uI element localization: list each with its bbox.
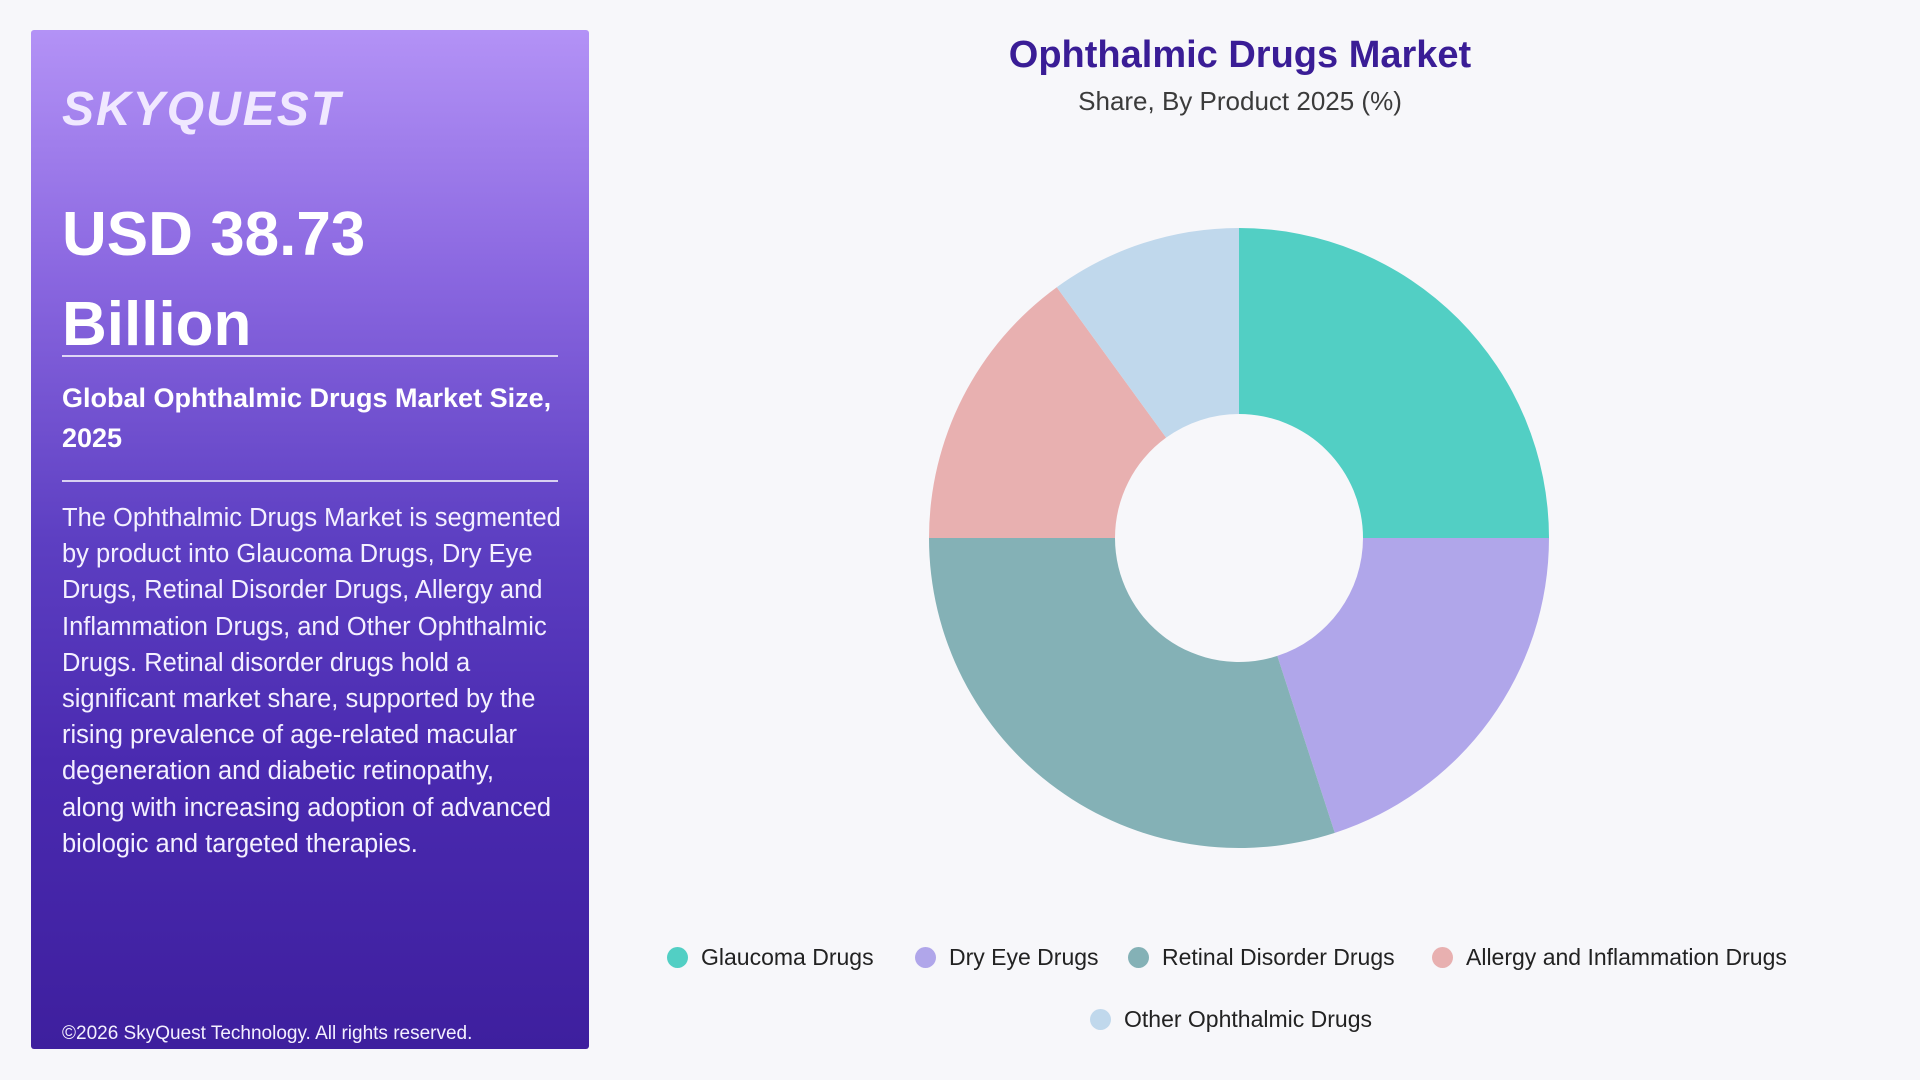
- slice-dry-eye-drugs: [1277, 538, 1549, 833]
- legend-item: Allergy and Inflammation Drugs: [1432, 944, 1787, 971]
- slice-other-ophthalmic-drugs: [1056, 228, 1239, 438]
- copyright-text: ©2026 SkyQuest Technology. All rights re…: [62, 1023, 473, 1044]
- legend-swatch: [1090, 1009, 1111, 1030]
- legend-swatch: [1432, 947, 1453, 968]
- slice-glaucoma-drugs: [1239, 228, 1549, 538]
- legend-label: Allergy and Inflammation Drugs: [1466, 944, 1787, 970]
- summary-panel: SKYQUEST USD 38.73 Billion Global Ophtha…: [31, 30, 589, 1049]
- legend-label: Retinal Disorder Drugs: [1162, 944, 1395, 970]
- market-size-label: Global Ophthalmic Drugs Market Size, 202…: [62, 383, 552, 453]
- slice-allergy-and-inflammation-drugs: [929, 287, 1167, 538]
- market-description: The Ophthalmic Drugs Market is segmented…: [62, 504, 561, 858]
- divider: [62, 480, 558, 482]
- legend-swatch: [915, 947, 936, 968]
- legend-item: Glaucoma Drugs: [667, 944, 874, 971]
- legend-label: Other Ophthalmic Drugs: [1124, 1006, 1372, 1032]
- skyquest-logo: SKYQUEST: [62, 83, 343, 136]
- legend-item: Other Ophthalmic Drugs: [1090, 1006, 1372, 1033]
- market-value: USD 38.73 Billion: [62, 200, 366, 359]
- legend-label: Dry Eye Drugs: [949, 944, 1099, 970]
- chart-title: Ophthalmic Drugs Market: [1008, 34, 1472, 76]
- legend-swatch: [667, 947, 688, 968]
- legend-label: Glaucoma Drugs: [701, 944, 874, 970]
- divider: [62, 355, 558, 357]
- chart-subtitle: Share, By Product 2025 (%): [1078, 86, 1402, 116]
- slice-retinal-disorder-drugs: [929, 538, 1335, 848]
- legend-item: Retinal Disorder Drugs: [1128, 944, 1395, 971]
- legend-swatch: [1128, 947, 1149, 968]
- legend-item: Dry Eye Drugs: [915, 944, 1099, 971]
